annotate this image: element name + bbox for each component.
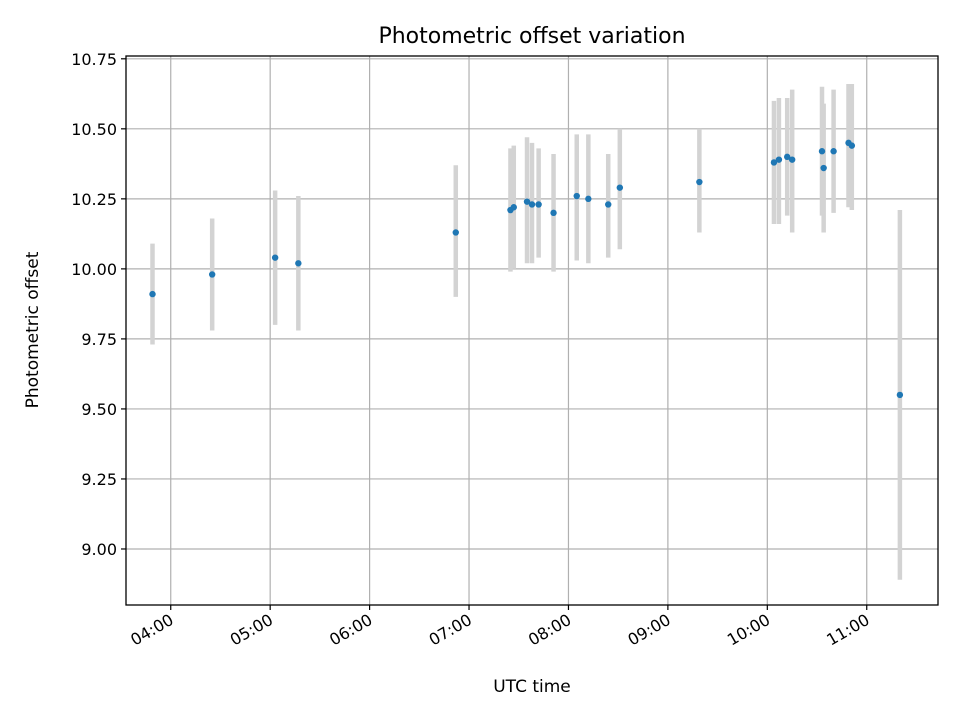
y-axis-label: Photometric offset — [23, 251, 43, 408]
x-axis-label: UTC time — [493, 677, 571, 697]
data-point — [452, 229, 459, 236]
data-point — [550, 209, 557, 217]
y-tick-label: 9.75 — [81, 330, 117, 349]
chart-title: Photometric offset variation — [378, 24, 685, 49]
data-point — [788, 156, 796, 163]
data-point — [818, 148, 826, 155]
data-point — [573, 192, 580, 200]
y-tick-label: 10.25 — [71, 190, 117, 209]
data-point — [271, 254, 279, 261]
data-point — [784, 153, 791, 161]
data-point — [149, 290, 156, 298]
data-point — [208, 271, 216, 278]
x-tick-label: 11:00 — [823, 610, 872, 650]
data-point — [528, 201, 536, 208]
data-point — [775, 156, 783, 163]
y-tick-label: 10.50 — [71, 120, 117, 139]
data-point — [523, 198, 531, 205]
tick-layer: 9.00 9.25 9.50 9.75 10.00 10.25 10.50 10.75 04:0… — [71, 50, 873, 650]
data-point — [770, 159, 778, 166]
data-point — [896, 391, 904, 399]
data-point — [585, 195, 592, 203]
data-point — [510, 204, 517, 211]
point-layer — [149, 139, 904, 399]
x-tick-label: 10:00 — [724, 610, 773, 650]
y-tick-label: 9.00 — [81, 540, 117, 559]
data-point — [295, 260, 302, 267]
data-point — [605, 201, 612, 208]
x-tick-label: 09:00 — [624, 610, 673, 650]
data-point — [535, 201, 542, 208]
x-tick-label: 07:00 — [426, 610, 475, 650]
y-tick-label: 9.25 — [81, 470, 117, 489]
data-point — [848, 142, 856, 149]
x-tick-label: 06:00 — [326, 610, 375, 650]
plot-frame — [125, 55, 939, 606]
x-tick-label: 04:00 — [127, 610, 176, 650]
grid-layer — [126, 56, 938, 605]
y-tick-label: 9.50 — [81, 400, 117, 419]
data-point — [830, 148, 837, 155]
y-tick-label: 10.00 — [71, 260, 117, 279]
x-tick-label: 05:00 — [227, 610, 276, 650]
y-tick-label: 10.75 — [71, 50, 117, 69]
data-point — [696, 178, 703, 186]
data-point — [616, 184, 624, 191]
x-tick-label: 08:00 — [525, 610, 574, 650]
data-point — [820, 164, 827, 172]
